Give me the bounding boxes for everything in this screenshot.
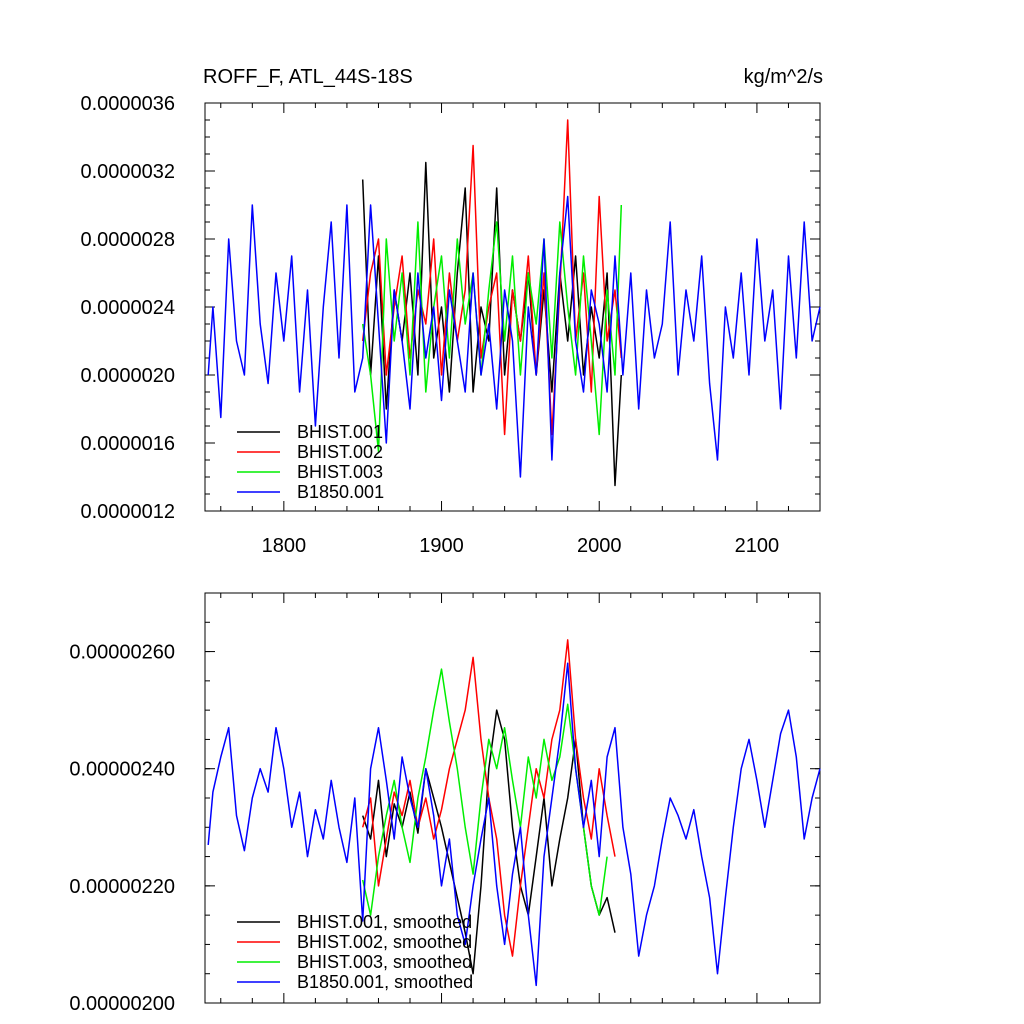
y-tick-label: 0.0000020 (80, 365, 175, 387)
y-tick-label: 0.0000036 (80, 93, 175, 115)
x-tick-label: 1900 (419, 535, 464, 557)
y-tick-label: 0.00000220 (69, 876, 175, 898)
series-line-3 (207, 662, 821, 987)
y-tick-label: 0.0000016 (80, 433, 175, 455)
legend-label: BHIST.001 (297, 422, 383, 442)
legend-label: BHIST.002 (297, 442, 383, 462)
bottom-panel: 0.00000200 0.00000220 0.00000240 0.00000260… (69, 592, 821, 1015)
series-line-0 (361, 709, 616, 975)
chart-title: ROFF_F, ATL_44S-18S (203, 66, 413, 88)
x-tick-label: 2100 (735, 535, 780, 557)
y-tick-label: 0.00000200 (69, 993, 175, 1015)
series-line-2 (361, 668, 608, 916)
y-tick-label: 0.0000032 (80, 161, 175, 183)
legend-label: B1850.001 (297, 482, 384, 502)
y-tick-label: 0.0000012 (80, 501, 175, 523)
y-tick-label: 0.00000240 (69, 759, 175, 781)
series-line-3 (207, 195, 821, 478)
legend-label: BHIST.001, smoothed (297, 912, 472, 932)
legend-label: B1850.001, smoothed (297, 972, 473, 992)
y-tick-label: 0.0000028 (80, 229, 175, 251)
x-tick-label: 1800 (262, 535, 307, 557)
y-tick-label: 0.00000260 (69, 642, 175, 664)
chart-units: kg/m^2/s (744, 66, 823, 88)
top-panel: 1800 1900 2000 2100 0.0000012 0.0000016 0.0000… (80, 93, 821, 557)
legend-label: BHIST.003, smoothed (297, 952, 472, 972)
x-tick-label: 2000 (577, 535, 622, 557)
series-line-0 (361, 161, 623, 487)
series-line-2 (361, 204, 623, 453)
y-tick-label: 0.0000024 (80, 297, 175, 319)
legend-label: BHIST.003 (297, 462, 383, 482)
legend-label: BHIST.002, smoothed (297, 932, 472, 952)
